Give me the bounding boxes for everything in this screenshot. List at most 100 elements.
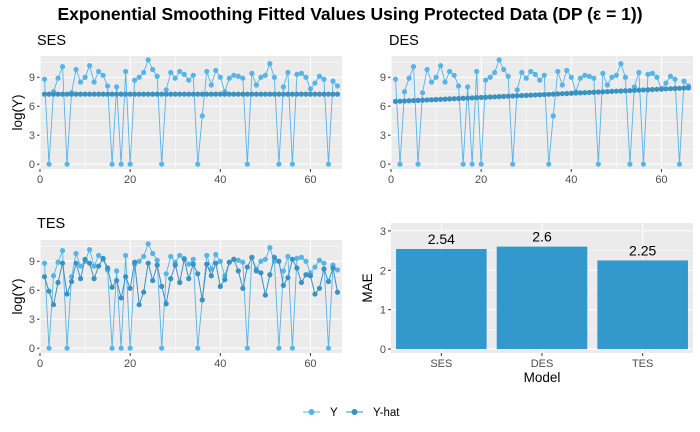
bar-des [496, 246, 588, 350]
point-yhat [280, 282, 287, 288]
point-y [613, 72, 619, 78]
point-y [64, 345, 70, 351]
point-yhat [483, 94, 489, 100]
bar-tes [597, 260, 688, 350]
panel-tes: TES 0 3 6 9 0 20 40 60 log(Y) [10, 216, 342, 370]
point-yhat [217, 283, 223, 289]
point-yhat [244, 91, 250, 97]
point-y [177, 68, 183, 75]
point-y [132, 77, 138, 83]
point-y [604, 82, 610, 88]
point-yhat [262, 292, 268, 298]
point-y [267, 61, 273, 67]
point-y [483, 77, 489, 83]
point-y [289, 345, 296, 351]
y-axis-label: log(Y) [10, 94, 25, 130]
point-yhat [172, 262, 178, 268]
point-y [55, 259, 61, 265]
point-yhat [636, 87, 642, 93]
point-yhat [622, 88, 628, 94]
point-yhat [267, 272, 273, 278]
point-y [86, 63, 93, 69]
point-yhat [181, 256, 187, 262]
point-y [469, 161, 475, 167]
point-yhat [546, 91, 552, 97]
point-yhat [442, 96, 448, 102]
point-y [127, 345, 133, 351]
point-y [123, 68, 129, 75]
point-y [676, 161, 683, 167]
point-yhat [181, 91, 187, 97]
point-y [59, 248, 66, 254]
point-y [195, 161, 201, 167]
point-yhat [145, 91, 151, 97]
tick-label-x: TES [632, 358, 653, 370]
tick-label-y: 9 [380, 72, 386, 84]
point-y [258, 74, 264, 80]
point-y [118, 345, 124, 351]
point-yhat [132, 91, 138, 97]
point-y [564, 67, 570, 74]
point-yhat [591, 89, 597, 95]
point-y [487, 74, 493, 80]
tick-label-y: 3 [29, 314, 35, 326]
point-y [95, 252, 102, 259]
point-y [55, 75, 61, 81]
point-y [208, 82, 214, 88]
point-yhat [685, 85, 692, 91]
point-yhat [262, 91, 268, 97]
point-yhat [285, 275, 291, 281]
point-y [478, 161, 484, 167]
point-y [109, 345, 115, 351]
tick-label-y: 1 [380, 305, 386, 317]
point-y [168, 69, 174, 76]
point-y [154, 257, 160, 263]
point-yhat [663, 86, 669, 92]
point-yhat [100, 91, 106, 97]
point-yhat [249, 91, 255, 97]
point-yhat [280, 91, 287, 97]
point-y [474, 68, 480, 75]
point-y [618, 61, 624, 67]
point-y [86, 247, 93, 253]
point-yhat [474, 95, 480, 101]
point-yhat [190, 261, 196, 267]
point-yhat [91, 276, 97, 282]
point-y [492, 69, 498, 76]
point-y [424, 66, 430, 73]
point-yhat [86, 260, 93, 266]
point-y [577, 75, 583, 81]
point-yhat [150, 277, 156, 284]
point-y [541, 72, 547, 78]
tick-label-y: 0 [380, 159, 386, 171]
point-yhat [681, 85, 687, 91]
point-yhat [150, 91, 156, 97]
point-y [537, 77, 543, 83]
point-yhat [199, 91, 205, 97]
point-y [640, 161, 647, 167]
point-y [235, 73, 241, 79]
point-yhat [406, 98, 412, 104]
tick-label-y: 0 [29, 343, 35, 355]
point-y [244, 161, 250, 167]
point-y [163, 271, 169, 277]
point-y [240, 75, 246, 81]
tick-label-x: 60 [304, 174, 316, 186]
point-yhat [208, 273, 214, 279]
point-yhat [469, 95, 475, 101]
point-y [559, 82, 565, 88]
point-y [460, 161, 466, 167]
point-yhat [208, 91, 214, 97]
point-yhat [50, 91, 57, 97]
point-y [397, 161, 403, 167]
point-y [600, 70, 606, 76]
point-yhat [244, 264, 250, 270]
point-yhat [253, 91, 259, 97]
legend: Y Y-hat [303, 407, 400, 419]
point-y [190, 72, 196, 78]
point-y [312, 80, 318, 86]
point-yhat [195, 91, 201, 97]
point-y [334, 83, 341, 89]
point-yhat [231, 256, 237, 262]
